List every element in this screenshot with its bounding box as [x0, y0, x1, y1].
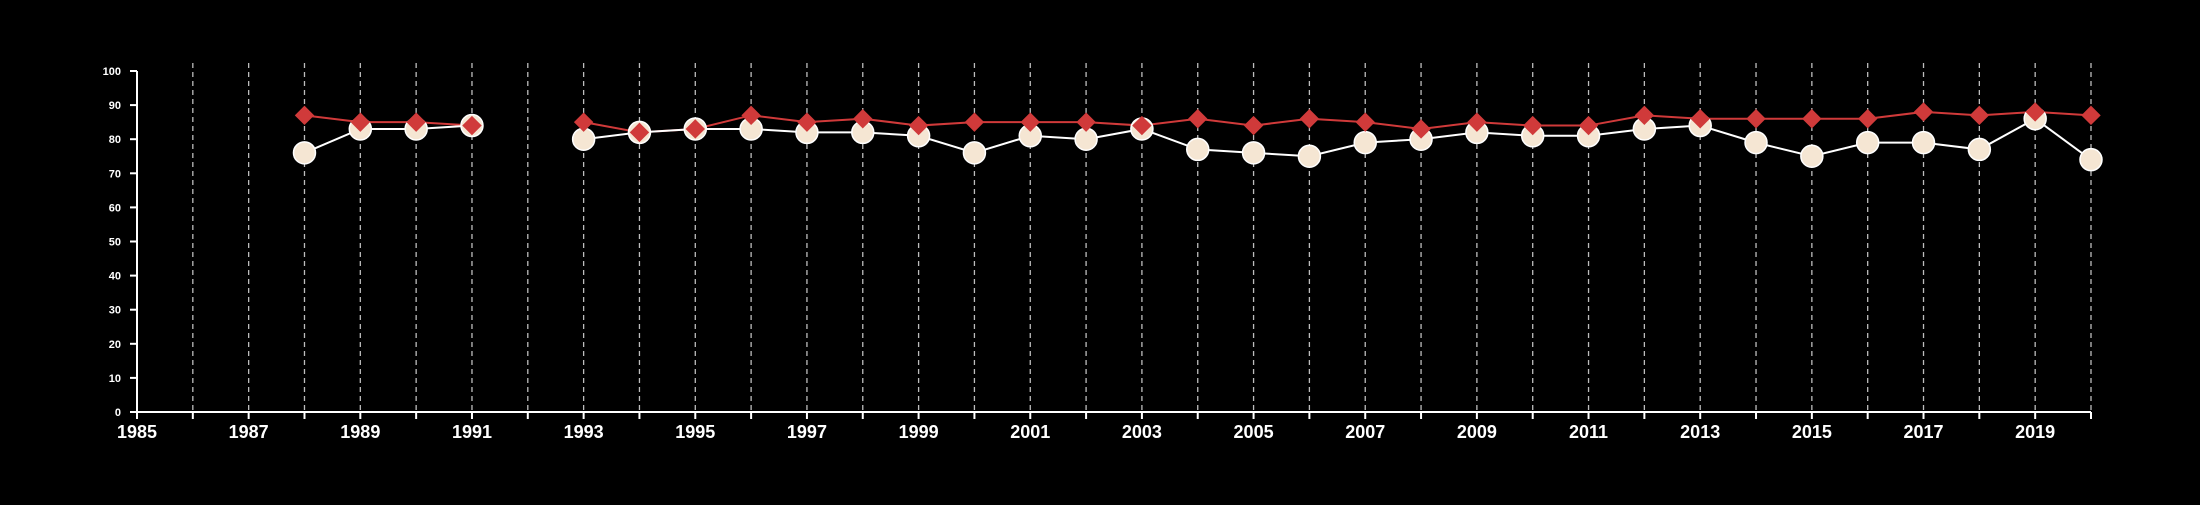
red-series-line-0: [304, 114, 473, 127]
red-point-2010: [1523, 115, 1543, 136]
cream-point-2006: [1297, 144, 1322, 168]
red-point-1993: [573, 112, 594, 132]
y-tick-label-30: 30: [109, 305, 121, 317]
red-point-2012: [1634, 105, 1655, 126]
x-tick-label-1995: 1995: [675, 422, 715, 442]
red-point-1997: [797, 112, 817, 132]
x-tick-label-1997: 1997: [787, 422, 827, 442]
red-point-2016: [1857, 109, 1878, 129]
red-point-2018: [1969, 105, 1990, 126]
cream-point-2005: [1241, 141, 1266, 165]
red-point-2014: [1746, 109, 1766, 129]
x-tick-label-2019: 2019: [2015, 422, 2055, 442]
red-point-1989: [350, 112, 371, 132]
x-tick-label-2001: 2001: [1010, 422, 1050, 442]
red-point-1999: [908, 115, 929, 136]
red-point-2002: [1076, 112, 1096, 132]
cream-point-2004: [1185, 137, 1210, 162]
red-point-2004: [1188, 109, 1208, 129]
y-tick-label-20: 20: [109, 339, 121, 351]
cream-point-2016: [1855, 130, 1880, 155]
red-point-2013: [1690, 109, 1710, 129]
red-point-1990: [406, 112, 426, 132]
y-tick-label-60: 60: [109, 202, 121, 214]
y-tick-label-40: 40: [109, 271, 121, 283]
cream-point-2018: [1967, 137, 1992, 162]
red-point-2003: [1132, 115, 1152, 136]
cream-point-2015: [1800, 144, 1824, 168]
cream-point-2017: [1911, 130, 1936, 155]
x-tick-label-1991: 1991: [452, 422, 492, 442]
x-tick-label-2017: 2017: [1903, 422, 1943, 442]
red-point-2001: [1020, 112, 1040, 132]
y-tick-label-90: 90: [109, 100, 121, 112]
x-tick-label-1987: 1987: [229, 422, 269, 442]
red-point-2019: [2025, 102, 2045, 122]
cream-point-2007: [1353, 130, 1377, 155]
cream-point-2000: [962, 141, 987, 165]
red-series-line-1: [583, 110, 2092, 134]
red-point-1998: [853, 109, 873, 129]
red-point-2017: [1913, 102, 1934, 122]
red-point-2006: [1299, 109, 1320, 129]
x-tick-label-1989: 1989: [340, 422, 380, 442]
red-point-2000: [964, 112, 985, 132]
cream-series-line-1: [583, 117, 2092, 161]
red-point-2009: [1467, 112, 1487, 132]
cream-point-2014: [1744, 130, 1768, 155]
x-tick-label-1999: 1999: [899, 422, 939, 442]
red-point-1991: [462, 115, 482, 136]
red-point-1994: [629, 122, 650, 143]
cream-series-line-0: [304, 124, 473, 154]
red-point-1996: [741, 105, 761, 126]
x-tick-label-2005: 2005: [1234, 422, 1274, 442]
x-tick-label-2007: 2007: [1345, 422, 1385, 442]
y-tick-label-50: 50: [109, 237, 121, 249]
axis-layer: 0 10 20 30 40 50 60 70 80 90 100 1985 1987 1989 1991 19…: [103, 66, 2092, 442]
red-point-2020: [2081, 105, 2101, 126]
red-point-2005: [1243, 115, 1264, 136]
x-tick-label-2013: 2013: [1680, 422, 1720, 442]
red-point-1988: [294, 105, 315, 126]
x-tick-label-2009: 2009: [1457, 422, 1497, 442]
cream-point-1988: [292, 141, 317, 165]
y-tick-label-10: 10: [109, 373, 121, 385]
x-tick-label-2003: 2003: [1122, 422, 1162, 442]
y-tick-label-0: 0: [115, 407, 121, 419]
cream-point-2020: [2079, 147, 2103, 172]
red-point-2007: [1355, 112, 1375, 132]
y-tick-label-100: 100: [103, 66, 121, 78]
x-tick-label-2015: 2015: [1792, 422, 1832, 442]
y-tick-label-80: 80: [109, 134, 121, 146]
x-tick-label-2011: 2011: [1569, 422, 1608, 442]
x-tick-label-1985: 1985: [117, 422, 157, 442]
x-tick-label-1993: 1993: [564, 422, 604, 442]
series-layer: [292, 102, 2103, 172]
red-point-2015: [1802, 109, 1822, 129]
red-point-1995: [685, 119, 705, 139]
y-tick-label-70: 70: [109, 168, 121, 180]
red-point-2008: [1411, 119, 1431, 139]
red-point-2011: [1578, 115, 1599, 136]
